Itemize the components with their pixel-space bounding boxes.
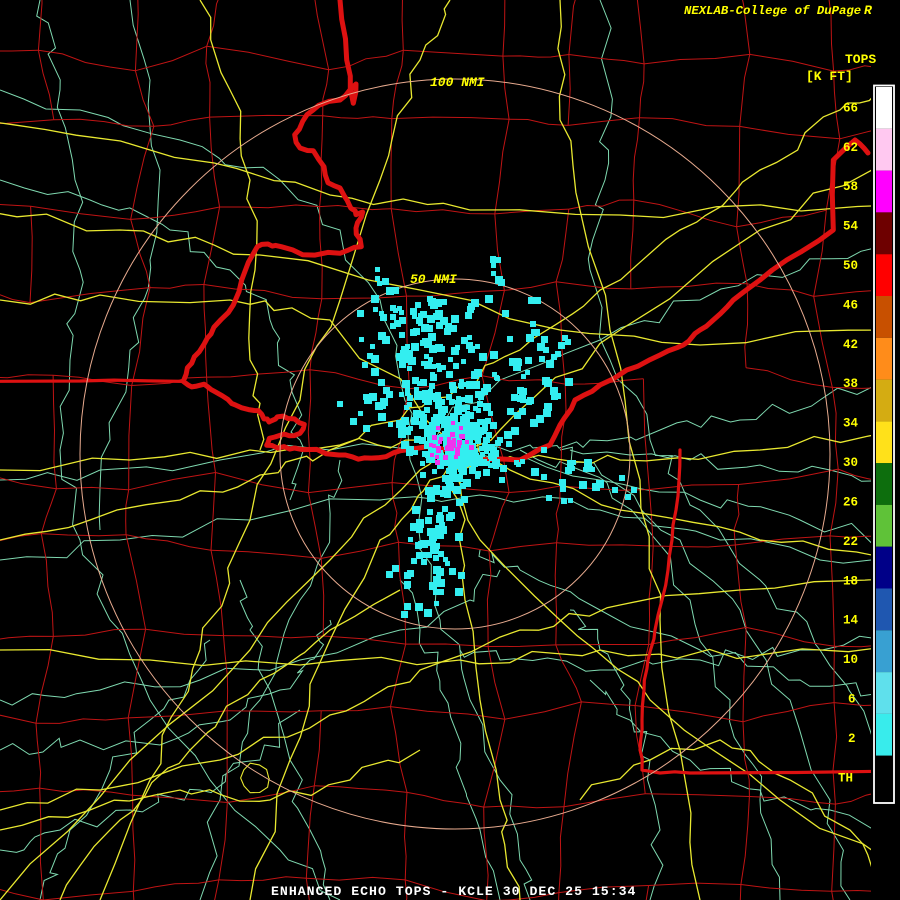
svg-text:66: 66	[843, 101, 858, 115]
svg-text:18: 18	[843, 574, 858, 588]
svg-text:[K FT]: [K FT]	[806, 69, 853, 84]
svg-text:NEXLAB-College of DuPage: NEXLAB-College of DuPage	[684, 4, 861, 18]
svg-text:R: R	[864, 3, 872, 18]
svg-text:46: 46	[843, 298, 858, 312]
svg-text:22: 22	[843, 535, 858, 549]
svg-text:30: 30	[843, 456, 858, 470]
svg-text:34: 34	[843, 417, 859, 431]
svg-text:ENHANCED ECHO TOPS - KCLE 30 D: ENHANCED ECHO TOPS - KCLE 30 DEC 25 15:3…	[271, 884, 636, 899]
svg-text:58: 58	[843, 180, 858, 194]
svg-text:14: 14	[843, 614, 859, 628]
svg-text:54: 54	[843, 220, 859, 234]
svg-text:38: 38	[843, 377, 858, 391]
svg-text:TOPS: TOPS	[845, 52, 876, 67]
svg-text:6: 6	[848, 693, 856, 707]
svg-text:TH: TH	[838, 772, 853, 786]
svg-text:42: 42	[843, 338, 858, 352]
svg-text:62: 62	[843, 141, 858, 155]
svg-text:26: 26	[843, 496, 858, 510]
svg-text:2: 2	[848, 732, 856, 746]
svg-text:50: 50	[843, 259, 858, 273]
svg-text:50 NMI: 50 NMI	[410, 272, 457, 287]
svg-text:10: 10	[843, 653, 858, 667]
svg-text:100 NMI: 100 NMI	[430, 75, 485, 90]
